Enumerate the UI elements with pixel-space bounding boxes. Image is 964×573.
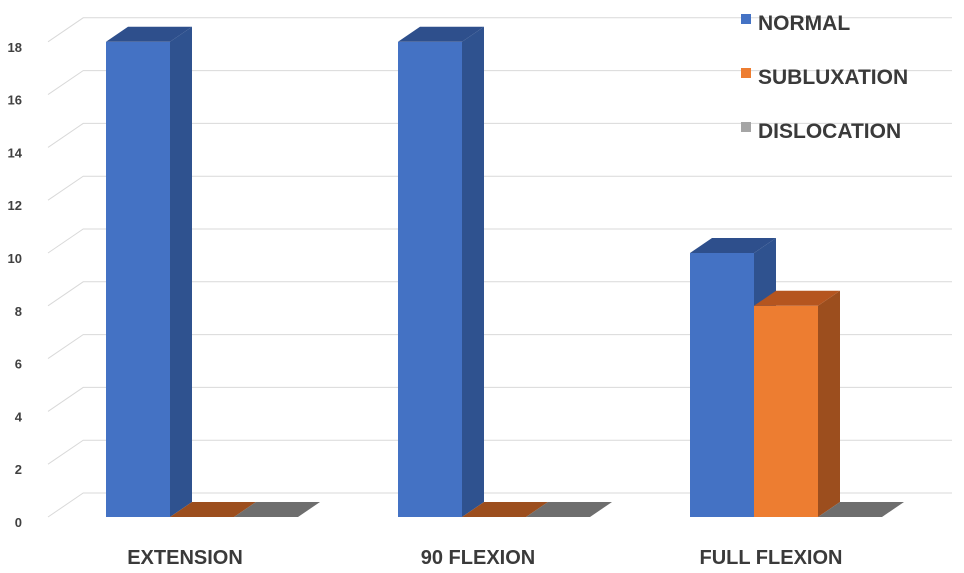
y-tick-label: 16	[8, 93, 22, 108]
bar-side	[170, 26, 192, 518]
bar-side	[462, 26, 484, 518]
bars	[106, 26, 904, 518]
bar-front	[690, 253, 754, 517]
y-tick-label: 12	[8, 198, 22, 213]
bar-top	[106, 26, 192, 42]
legend-label: DISLOCATION	[758, 120, 901, 143]
bar-top	[462, 502, 548, 517]
grid-line	[47, 492, 952, 518]
category-labels: EXTENSION 90 FLEXION FULL FLEXION	[127, 547, 842, 569]
grid-lines	[47, 17, 952, 518]
bar-top	[398, 26, 484, 42]
y-tick-label: 18	[8, 40, 22, 55]
y-tick-label: 10	[8, 251, 22, 266]
y-tick-label: 14	[8, 145, 23, 160]
grid-line	[47, 122, 952, 148]
x-tick-label: FULL FLEXION	[700, 547, 843, 569]
bar-top	[818, 502, 904, 517]
grid-line	[47, 17, 952, 43]
bar-front	[754, 305, 818, 517]
grid-line	[47, 439, 952, 465]
grid-line	[47, 334, 952, 360]
legend-swatch	[741, 14, 751, 24]
y-tick-label: 8	[15, 304, 22, 319]
bar-top	[690, 238, 776, 253]
grid-line	[47, 386, 952, 412]
bar-side	[818, 290, 840, 517]
bar-top	[526, 502, 612, 517]
y-tick-label: 0	[15, 515, 22, 530]
legend-swatch	[741, 122, 751, 132]
legend-swatch	[741, 68, 751, 78]
grid-line	[47, 228, 952, 254]
y-tick-label: 2	[15, 462, 22, 477]
legend-label: NORMAL	[758, 12, 850, 35]
y-axis-ticks: 0 2 4 6 8 10 12 14 16 18	[8, 40, 23, 530]
bar-top	[234, 502, 320, 517]
x-tick-label: EXTENSION	[127, 547, 243, 569]
bar-front	[398, 41, 462, 518]
grid-line	[47, 70, 952, 96]
grid-line	[47, 175, 952, 201]
bar-top	[754, 290, 840, 306]
legend: NORMAL SUBLUXATION DISLOCATION	[741, 12, 908, 143]
x-tick-label: 90 FLEXION	[421, 547, 535, 569]
bar-top	[170, 502, 256, 517]
y-tick-label: 4	[15, 409, 23, 424]
grid-line	[47, 281, 952, 307]
bar-front	[106, 41, 170, 518]
legend-label: SUBLUXATION	[758, 66, 908, 89]
y-tick-label: 6	[15, 357, 22, 372]
